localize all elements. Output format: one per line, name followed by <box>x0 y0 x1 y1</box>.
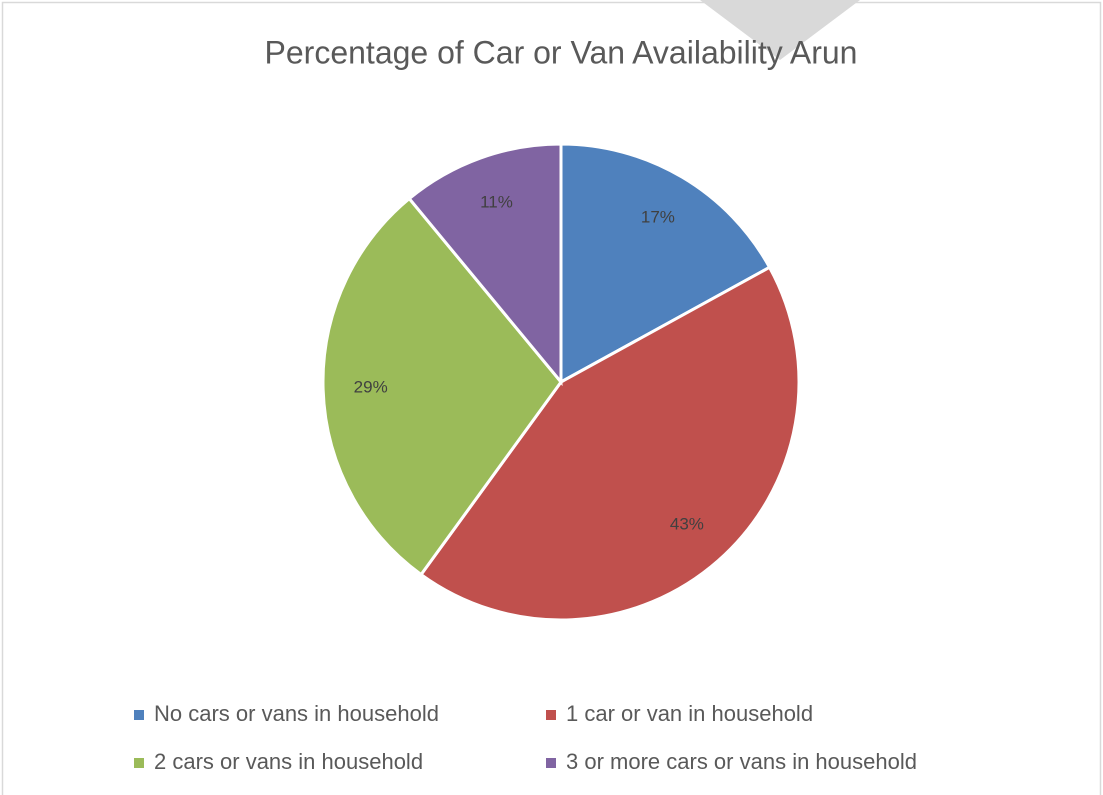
watermark <box>700 0 860 60</box>
legend-marker <box>134 758 144 768</box>
pie-slice <box>321 196 563 577</box>
legend-label: 1 car or van in household <box>566 701 813 726</box>
chart-title: Percentage of Car or Van Availability Ar… <box>265 34 858 70</box>
legend-marker <box>546 758 556 768</box>
data-label: 17% <box>641 208 675 227</box>
pie-slice <box>419 265 801 622</box>
pie-slice <box>559 142 772 385</box>
legend-label: 3 or more cars or vans in household <box>566 749 917 774</box>
legend-marker <box>134 710 144 720</box>
legend-label: No cars or vans in household <box>154 701 439 726</box>
data-label: 43% <box>670 514 704 533</box>
legend-label: 2 cars or vans in household <box>154 749 423 774</box>
pie-slice <box>407 142 563 387</box>
data-label: 29% <box>354 377 388 396</box>
data-label: 11% <box>480 192 513 211</box>
legend-marker <box>546 710 556 720</box>
